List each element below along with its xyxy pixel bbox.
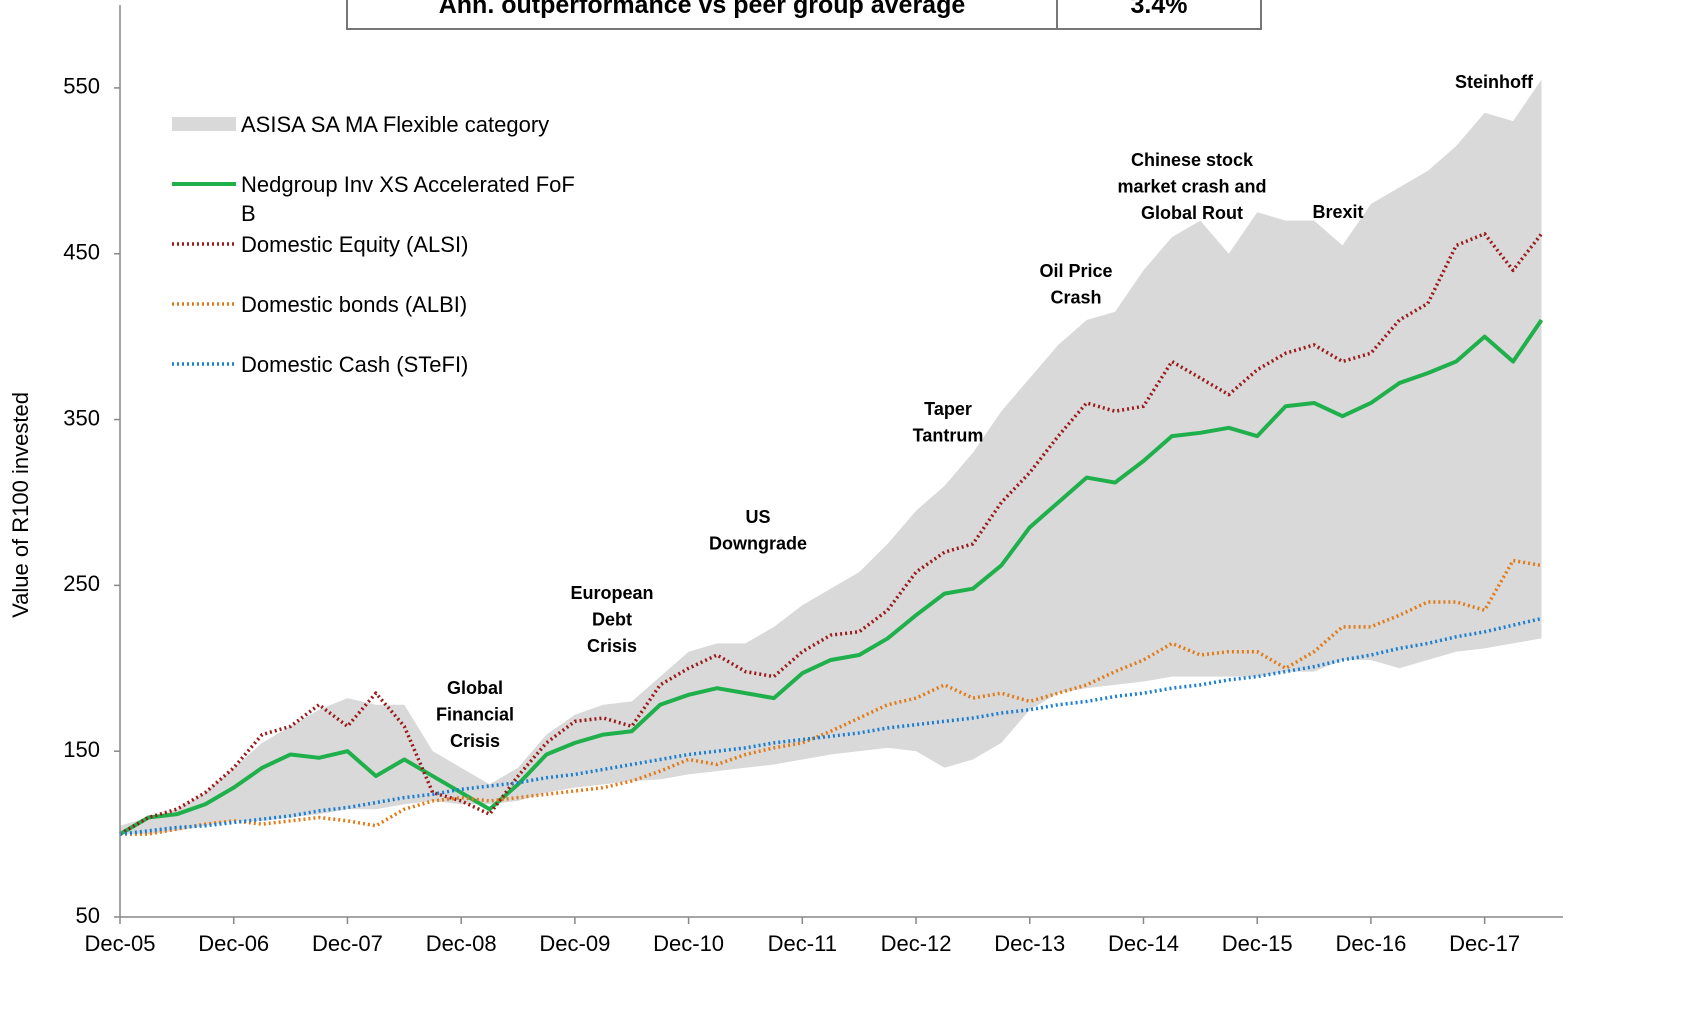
annotation: Taper bbox=[924, 399, 972, 419]
summary-value: 3.4% bbox=[1130, 0, 1188, 19]
x-tick-label: Dec-16 bbox=[1335, 931, 1406, 956]
x-tick-label: Dec-10 bbox=[653, 931, 724, 956]
y-tick-label: 450 bbox=[63, 240, 100, 265]
annotation: Oil Price bbox=[1039, 261, 1112, 281]
legend-label: Domestic Cash (STeFI) bbox=[241, 352, 469, 377]
y-tick-label: 350 bbox=[63, 405, 100, 430]
annotation: Global bbox=[447, 678, 503, 698]
y-axis-label: Value of R100 invested bbox=[8, 392, 33, 618]
annotation: European bbox=[570, 583, 653, 603]
annotation: market crash and bbox=[1117, 176, 1266, 196]
series-line bbox=[119, 232, 1543, 836]
x-tick-label: Dec-14 bbox=[1108, 931, 1179, 956]
annotation: Financial bbox=[436, 704, 514, 724]
y-tick-label: 550 bbox=[63, 74, 100, 99]
series-line bbox=[119, 616, 1542, 836]
x-tick-label: Dec-11 bbox=[768, 931, 837, 956]
legend-label: Nedgroup Inv XS Accelerated FoF B bbox=[241, 172, 575, 226]
annotation: Debt bbox=[592, 609, 632, 629]
legend-swatch bbox=[172, 117, 236, 131]
x-tick-label: Dec-06 bbox=[198, 931, 269, 956]
x-tick-label: Dec-08 bbox=[426, 931, 497, 956]
series-line bbox=[118, 318, 1544, 836]
annotation: Downgrade bbox=[709, 533, 807, 553]
x-tick-label: Dec-09 bbox=[539, 931, 610, 956]
x-tick-label: Dec-15 bbox=[1222, 931, 1293, 956]
y-tick-label: 250 bbox=[63, 571, 100, 596]
x-tick-label: Dec-07 bbox=[312, 931, 383, 956]
summary-table: Ann. outperformance vs peer group averag… bbox=[346, 0, 1262, 30]
range-band bbox=[120, 79, 1542, 835]
annotation: Crash bbox=[1050, 287, 1101, 307]
summary-label: Ann. outperformance vs peer group averag… bbox=[348, 0, 1058, 28]
legend-label: Domestic Equity (ALSI) bbox=[241, 232, 469, 257]
annotation: Crisis bbox=[587, 636, 637, 656]
annotation: Tantrum bbox=[913, 425, 984, 445]
y-tick-label: 150 bbox=[63, 737, 100, 762]
y-tick-label: 50 bbox=[76, 903, 100, 928]
legend-label: Domestic bonds (ALBI) bbox=[241, 292, 468, 317]
x-tick-label: Dec-12 bbox=[881, 931, 952, 956]
annotation: Chinese stock bbox=[1131, 150, 1254, 170]
legend-label: ASISA SA MA Flexible category bbox=[241, 112, 550, 137]
annotation: Steinhoff bbox=[1455, 72, 1534, 92]
annotation: US bbox=[745, 507, 770, 527]
annotation: Brexit bbox=[1312, 202, 1363, 222]
annotation: Crisis bbox=[450, 731, 500, 751]
annotation: Global Rout bbox=[1141, 203, 1243, 223]
x-tick-label: Dec-17 bbox=[1449, 931, 1520, 956]
x-tick-label: Dec-13 bbox=[994, 931, 1065, 956]
plot-area bbox=[118, 79, 1544, 836]
x-tick-label: Dec-05 bbox=[85, 931, 156, 956]
series-line bbox=[120, 558, 1542, 836]
